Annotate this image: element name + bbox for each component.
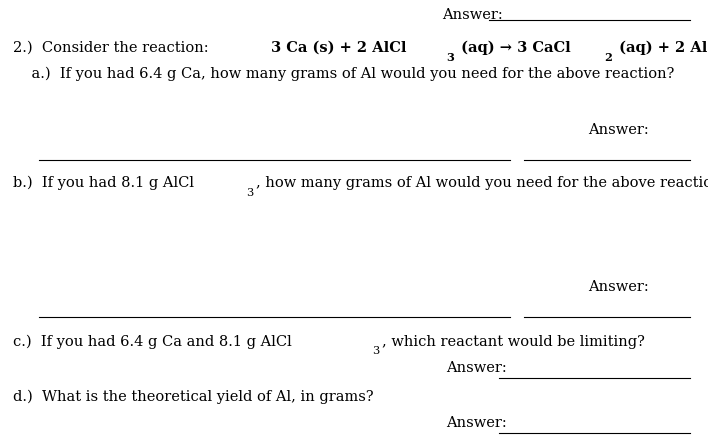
- Text: d.)  What is the theoretical yield of Al, in grams?: d.) What is the theoretical yield of Al,…: [13, 390, 373, 404]
- Text: 2: 2: [604, 52, 612, 63]
- Text: Answer:: Answer:: [588, 280, 649, 294]
- Text: c.)  If you had 6.4 g Ca and 8.1 g AlCl: c.) If you had 6.4 g Ca and 8.1 g AlCl: [13, 335, 292, 349]
- Text: b.)  If you had 8.1 g AlCl: b.) If you had 8.1 g AlCl: [13, 176, 194, 190]
- Text: , which reactant would be limiting?: , which reactant would be limiting?: [382, 335, 645, 349]
- Text: 3: 3: [372, 347, 379, 356]
- Text: 3: 3: [446, 52, 454, 63]
- Text: Answer:: Answer:: [446, 416, 507, 430]
- Text: 3 Ca (s) + 2 AlCl: 3 Ca (s) + 2 AlCl: [271, 41, 406, 55]
- Text: (aq) + 2 Al (s): (aq) + 2 Al (s): [615, 41, 708, 55]
- Text: (aq) → 3 CaCl: (aq) → 3 CaCl: [456, 41, 571, 55]
- Text: Answer:: Answer:: [442, 7, 503, 22]
- Text: Answer:: Answer:: [588, 123, 649, 137]
- Text: Answer:: Answer:: [446, 361, 507, 375]
- Text: 3: 3: [246, 188, 253, 198]
- Text: 2.)  Consider the reaction:: 2.) Consider the reaction:: [13, 41, 213, 55]
- Text: a.)  If you had 6.4 g Ca, how many grams of Al would you need for the above reac: a.) If you had 6.4 g Ca, how many grams …: [13, 67, 674, 81]
- Text: , how many grams of Al would you need for the above reaction?: , how many grams of Al would you need fo…: [256, 176, 708, 190]
